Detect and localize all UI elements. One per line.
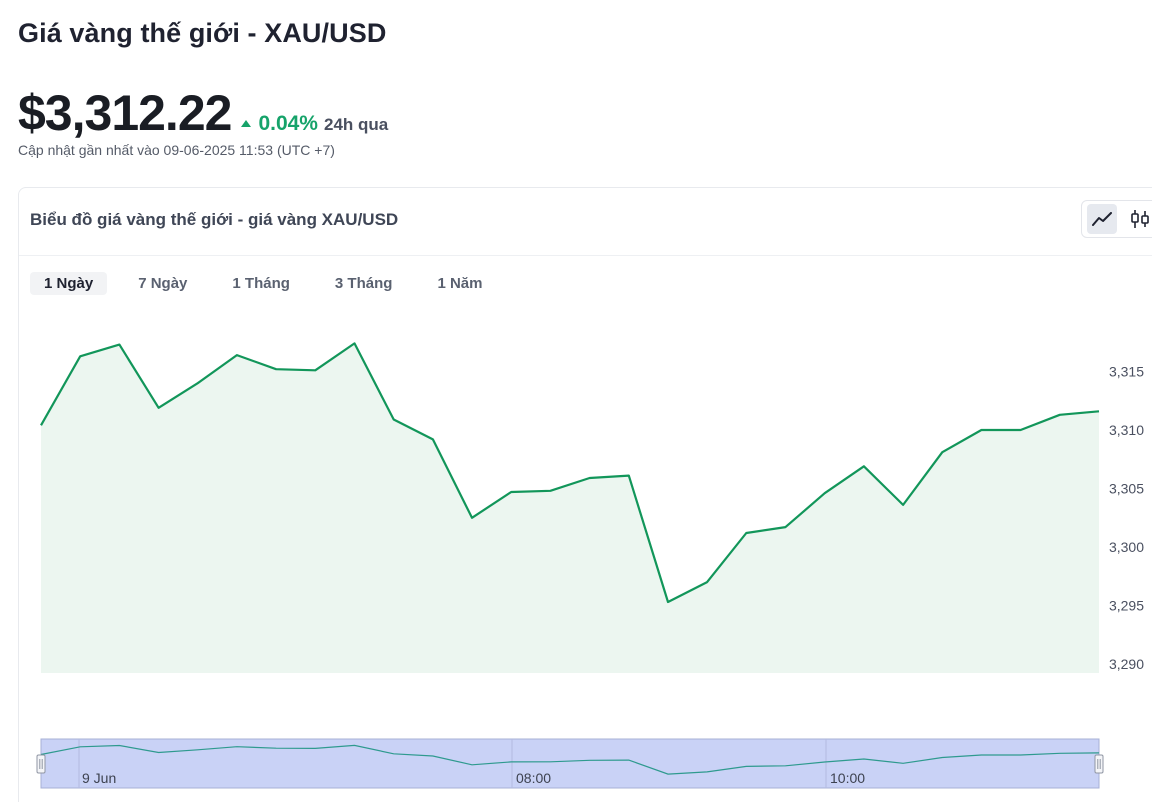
up-arrow-icon [241,120,252,127]
price-row: $3,312.22 0.04% 24h qua [18,84,388,142]
candlestick-button[interactable] [1125,204,1152,234]
chart-card-header: Biểu đồ giá vàng thế giới - giá vàng XAU… [19,188,1152,256]
tab-3-months[interactable]: 3 Tháng [334,275,393,292]
chart-card: Biểu đồ giá vàng thế giới - giá vàng XAU… [18,187,1152,802]
page-title: Giá vàng thế giới - XAU/USD [18,18,387,48]
chart-type-toggle [1081,200,1152,238]
last-updated: Cập nhật gần nhất vào 09-06-2025 11:53 (… [18,142,335,158]
chart-card-title: Biểu đồ giá vàng thế giới - giá vàng XAU… [30,210,399,229]
range-tabs: 1 Ngày 7 Ngày 1 Tháng 3 Tháng 1 Năm [30,272,513,295]
line-chart-icon [1092,212,1112,226]
line-chart-button[interactable] [1087,204,1117,234]
price-change: 0.04% 24h qua [241,112,388,136]
change-period: 24h qua [323,115,389,134]
tab-1-day[interactable]: 1 Ngày [30,272,108,295]
change-percent: 0.04% [258,112,318,135]
tab-1-year[interactable]: 1 Năm [437,275,483,292]
current-price: $3,312.22 [18,85,232,141]
tab-7-days[interactable]: 7 Ngày [138,275,188,292]
tab-1-month[interactable]: 1 Tháng [232,275,290,292]
candlestick-icon [1131,210,1149,228]
